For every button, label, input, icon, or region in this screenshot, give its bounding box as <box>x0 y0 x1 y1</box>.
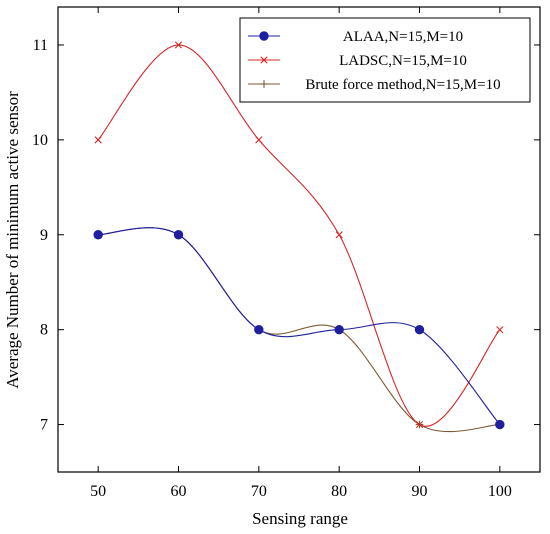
y-tick-label: 11 <box>33 37 48 54</box>
legend-label: ALAA,N=15,M=10 <box>343 29 463 45</box>
legend-entry: LADSC,N=15,M=10 <box>248 53 467 69</box>
data-point <box>335 231 343 239</box>
legend-label: Brute force method,N=15,M=10 <box>305 77 500 93</box>
data-point <box>94 136 102 144</box>
data-point-stroke <box>415 420 424 429</box>
x-tick-label: 50 <box>90 483 106 500</box>
data-point <box>255 136 263 144</box>
data-point <box>496 326 504 334</box>
data-point <box>415 420 424 429</box>
series-2 <box>94 227 504 433</box>
x-axis-title: Sensing range <box>252 509 348 528</box>
series-line <box>98 227 501 425</box>
series-0 <box>93 227 505 430</box>
y-tick-label: 9 <box>40 227 48 244</box>
x-tick-label: 80 <box>331 483 347 500</box>
data-point <box>93 230 103 240</box>
legend-marker <box>260 56 268 64</box>
data-point-stroke <box>335 231 343 239</box>
legend-box <box>239 17 531 103</box>
data-point-stroke <box>94 136 102 144</box>
data-point <box>495 419 505 430</box>
legend-marker <box>259 31 269 41</box>
data-point <box>254 324 264 335</box>
data-point-stroke <box>496 326 504 334</box>
y-tick-label: 8 <box>40 322 48 339</box>
legend-entry: ALAA,N=15,M=10 <box>248 29 463 45</box>
y-tick-label: 7 <box>40 417 48 434</box>
series-layer <box>93 41 505 433</box>
axes-layer: 50 60 70 80 90 100 7 8 9 10 11 <box>32 6 541 500</box>
x-tick-label: 70 <box>251 483 267 500</box>
x-tick-label: 60 <box>171 483 187 500</box>
data-point <box>173 230 184 240</box>
data-point <box>414 324 425 335</box>
legend-marker-stroke <box>260 56 268 64</box>
x-tick-label: 100 <box>488 483 512 500</box>
series-line <box>98 227 500 433</box>
legend-label: LADSC,N=15,M=10 <box>339 53 467 69</box>
y-axis-title: Average Number of minimum active sensor <box>3 91 22 389</box>
x-tick-label: 90 <box>412 483 428 500</box>
series-1 <box>94 41 504 429</box>
legend: ALAA,N=15,M=10 LADSC,N=15,M=10 Brute force… <box>239 17 531 103</box>
legend-entry: Brute force method,N=15,M=10 <box>248 77 501 93</box>
plot-frame <box>57 6 541 473</box>
data-point-stroke <box>255 136 263 144</box>
data-point <box>174 41 183 49</box>
legend-marker <box>260 80 268 88</box>
data-point <box>334 324 344 335</box>
y-tick-label: 10 <box>32 132 48 149</box>
series-line <box>97 44 501 427</box>
data-point-stroke <box>174 41 183 49</box>
